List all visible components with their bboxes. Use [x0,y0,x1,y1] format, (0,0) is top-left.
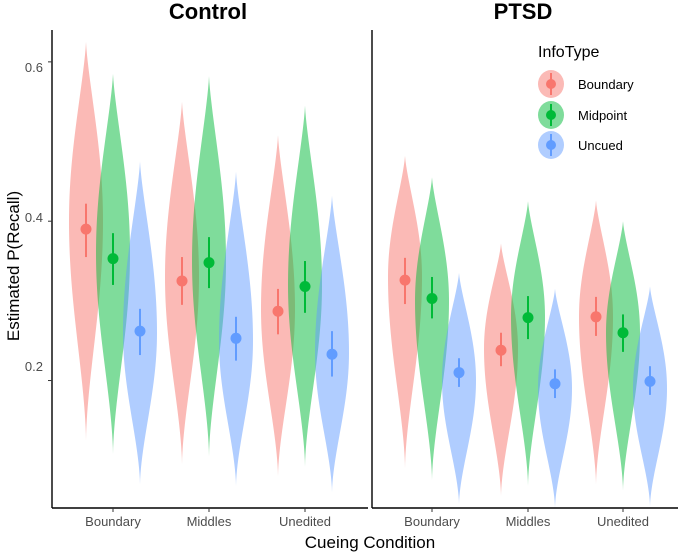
violin-boundary [388,155,422,469]
mean-point [644,375,656,387]
mean-point [272,305,284,317]
x-tick-label: Middles [506,514,551,529]
facet-title-ptsd: PTSD [494,0,553,24]
axes-layer [48,30,678,512]
mean-point [176,275,188,287]
violin-uncued [442,272,476,505]
mean-point [107,253,119,265]
violin-midpoint [606,221,640,491]
mean-point [522,312,534,324]
legend-key-uncued-point [546,140,556,150]
x-tick-label: Middles [187,514,232,529]
legend-keys [538,70,564,159]
violin-midpoint [511,201,545,486]
y-tick-label: 0.6 [25,60,43,75]
mean-point [203,257,215,269]
mean-point [134,325,146,337]
violin-boundary [484,243,518,497]
violin-boundary [579,200,613,485]
y-tick-label: 0.2 [25,359,43,374]
violin-midpoint [415,177,449,481]
mean-point [590,311,602,323]
mean-point [80,223,92,235]
mean-point [399,274,411,286]
mean-point [453,367,465,379]
mean-point [230,332,242,344]
violins-layer [69,41,667,508]
violin-uncued [633,286,667,507]
legend-title: InfoType [538,44,599,61]
mean-point [299,281,311,293]
y-tick-label: 0.4 [25,210,43,225]
legend-label-uncued: Uncued [578,138,623,153]
violin-uncued [538,288,572,508]
legend-key-midpoint-point [546,110,556,120]
mean-point [617,327,629,339]
legend-key-boundary-point [546,79,556,89]
x-tick-label: Boundary [85,514,141,529]
x-tick-label: Unedited [597,514,649,529]
mean-point [426,292,438,304]
legend-label-boundary: Boundary [578,77,634,92]
x-axis-title: Cueing Condition [305,533,435,552]
mean-point [326,348,338,360]
x-tick-label: Boundary [404,514,460,529]
facet-title-control: Control [169,0,247,24]
y-axis-title: Estimated P(Recall) [4,191,23,341]
legend-label-midpoint: Midpoint [578,108,628,123]
x-tick-label: Unedited [279,514,331,529]
mean-point [495,344,507,356]
mean-point [549,378,561,390]
